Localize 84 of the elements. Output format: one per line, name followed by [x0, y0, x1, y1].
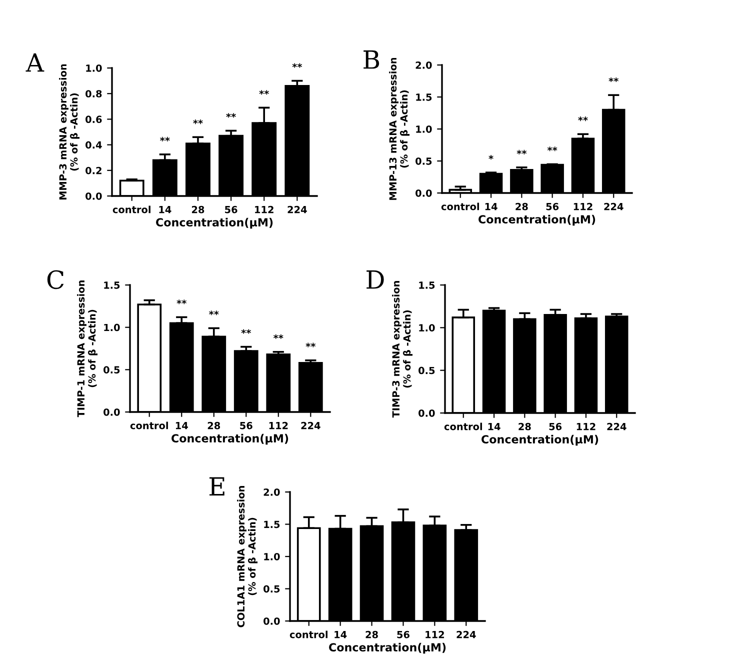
x-tick-label: 224 [301, 422, 320, 430]
x-tick-label: 14 [485, 203, 498, 210]
x-tick-label: 56 [397, 630, 410, 638]
y-tick-label: 1.0 [104, 324, 120, 332]
y-tick-label: 0.5 [264, 585, 280, 593]
x-tick-label: 112 [255, 206, 274, 214]
y-tick-label: 1.5 [419, 282, 435, 289]
x-tick-label: 56 [240, 422, 252, 430]
y-axis-title: TIMP-3 mRNA expression (% of β -Actin) [392, 281, 412, 418]
y-tick-label: 1.0 [86, 64, 102, 72]
y-tick-label: 0.8 [86, 90, 102, 98]
x-tick-label: 56 [225, 206, 238, 214]
x-axis-title: Concentration(μM) [156, 218, 273, 229]
x-axis-title: Concentration(μM) [172, 434, 288, 445]
data-label: ** [578, 116, 588, 122]
data-label: ** [208, 310, 219, 316]
x-tick-label: 112 [426, 630, 444, 638]
x-tick-label: 112 [269, 422, 288, 430]
y-tick-label: 1.0 [416, 125, 432, 133]
y-tick-label: 1.0 [264, 552, 280, 560]
y-tick-label: 0.0 [264, 617, 280, 625]
x-tick-label: 28 [192, 206, 204, 214]
x-tick-label: 14 [488, 423, 500, 430]
y-axis-title: MMP-3 mRNA expression (% of β -Actin) [59, 64, 80, 200]
data-label: ** [241, 329, 252, 334]
data-label: ** [160, 136, 170, 142]
data-label: ** [292, 63, 302, 68]
x-tick-label: 28 [366, 630, 378, 638]
x-tick-label: 56 [549, 422, 562, 430]
x-tick-label: control [444, 422, 482, 430]
y-tick-label: 1.0 [419, 324, 435, 332]
x-tick-label: 14 [159, 206, 172, 214]
data-label: ** [259, 90, 269, 95]
y-axis-title: MMP-13 mRNA expression (% of β -Actin) [389, 58, 410, 200]
x-axis-title: Concentration(μM) [329, 642, 446, 654]
y-tick-label: 0.5 [418, 366, 435, 374]
chart-title: B [364, 50, 380, 69]
y-tick-label: 0.4 [86, 141, 102, 149]
x-tick-label: control [441, 202, 479, 210]
x-tick-label: control [112, 206, 150, 214]
x-tick-label: control [130, 422, 168, 430]
y-tick-label: 0.0 [418, 409, 435, 417]
data-label: ** [306, 342, 316, 348]
chart-title: D [366, 270, 384, 289]
x-tick-label: 112 [576, 422, 596, 430]
y-tick-label: 1.5 [104, 282, 120, 289]
y-tick-label: 1.5 [264, 520, 280, 528]
y-tick-label: 0.5 [104, 366, 120, 374]
data-label: ** [273, 334, 284, 339]
data-label: ** [516, 150, 527, 154]
x-tick-label: 14 [334, 631, 347, 638]
y-tick-label: 2.0 [416, 61, 432, 69]
x-tick-label: 112 [574, 202, 592, 210]
x-tick-label: 224 [604, 202, 624, 210]
y-tick-label: 0.0 [86, 192, 102, 200]
x-tick-label: 56 [546, 202, 559, 210]
y-axis-title: TIMP-1 mRNA expression (% of β -Actin) [77, 280, 98, 418]
x-tick-label: 224 [607, 422, 626, 430]
y-tick-label: 1.5 [416, 94, 432, 101]
y-tick-label: 0.0 [416, 189, 432, 197]
data-label: ** [226, 113, 236, 118]
x-tick-label: control [290, 630, 328, 638]
y-tick-label: 0.6 [86, 116, 102, 124]
data-label: ** [176, 300, 187, 304]
x-tick-label: 14 [176, 422, 188, 430]
x-axis-title: Concentration(μM) [478, 214, 596, 226]
y-tick-label: 0.0 [104, 408, 120, 416]
x-tick-label: 224 [456, 630, 476, 638]
y-tick-label: 2.0 [264, 488, 280, 496]
x-tick-label: 224 [288, 206, 307, 214]
chart-title: E [209, 477, 224, 496]
y-tick-label: 0.2 [86, 166, 102, 174]
y-tick-label: 0.5 [416, 157, 432, 165]
x-tick-label: 28 [518, 422, 531, 430]
chart-title: C [47, 270, 64, 290]
data-label: * [488, 154, 494, 160]
data-label: ** [608, 78, 619, 82]
x-tick-label: 28 [516, 202, 528, 210]
chart-title: A [26, 53, 44, 72]
y-axis-title: COL1A1 mRNA expression (% of β -Actin) [237, 486, 258, 628]
x-axis-title: Concentration(μM) [482, 434, 598, 446]
data-label: ** [547, 146, 558, 152]
x-tick-label: 28 [208, 422, 220, 430]
data-label: ** [193, 120, 203, 124]
